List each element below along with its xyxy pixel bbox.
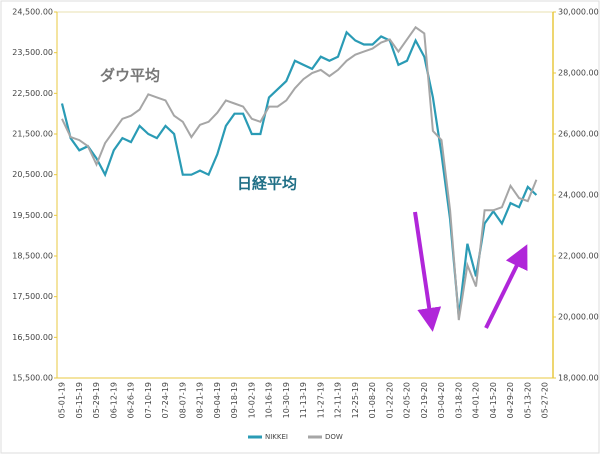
x-tick-label: 04-01-20	[472, 382, 481, 418]
y-tick-label: 23,500.00	[12, 48, 53, 57]
x-tick-label: 09-18-19	[230, 382, 239, 418]
x-tick-label: 02-19-20	[420, 382, 429, 418]
y2-tick-label: 26,000.00	[558, 130, 599, 139]
annotation: ダウ平均	[100, 67, 160, 85]
y-tick-label: 17,500.00	[12, 292, 53, 301]
x-tick-label: 03-18-20	[454, 382, 463, 418]
y-tick-label: 18,500.00	[12, 252, 53, 261]
x-tick-label: 11-27-19	[316, 382, 325, 418]
arrow	[484, 244, 528, 329]
x-tick-label: 01-08-20	[368, 382, 377, 418]
x-tick-label: 09-04-19	[213, 382, 222, 418]
arrow	[413, 211, 442, 332]
x-tick-label: 07-24-19	[161, 382, 170, 418]
x-tick-label: 04-15-20	[489, 382, 498, 418]
y-tick-label: 21,500.00	[12, 130, 53, 139]
y-tick-label: 20,500.00	[12, 170, 53, 179]
x-tick-label: 08-21-19	[196, 382, 205, 418]
x-tick-label: 01-22-20	[385, 382, 394, 418]
y-tick-label: 22,500.00	[12, 89, 53, 98]
x-tick-label: 02-05-20	[403, 382, 412, 418]
y-tick-label: 15,500.00	[12, 374, 53, 383]
x-tick-label: 06-26-19	[127, 382, 136, 418]
y2-tick-label: 30,000.00	[558, 8, 599, 17]
series-line	[61, 25, 538, 321]
x-tick-label: 06-12-19	[109, 382, 118, 418]
x-tick-label: 04-29-20	[506, 382, 515, 418]
x-tick-label: 10-30-19	[282, 382, 291, 418]
y2-tick-label: 20,000.00	[558, 313, 599, 322]
x-tick-label: 10-16-19	[265, 382, 274, 418]
x-tick-label: 07-10-19	[144, 382, 153, 418]
y-tick-label: 16,500.00	[12, 333, 53, 342]
y2-tick-label: 24,000.00	[558, 191, 599, 200]
y2-tick-label: 28,000.00	[558, 69, 599, 78]
y-tick-label: 19,500.00	[12, 211, 53, 220]
legend-label: DOW	[325, 433, 343, 441]
x-tick-label: 11-13-19	[299, 382, 308, 418]
x-tick-label: 12-11-19	[334, 382, 343, 418]
annotation: 日経平均	[237, 175, 297, 193]
x-tick-label: 05-15-19	[75, 382, 84, 418]
y2-tick-label: 22,000.00	[558, 252, 599, 261]
x-tick-label: 05-01-19	[58, 382, 67, 418]
y2-tick-label: 18,000.00	[558, 374, 599, 383]
plot-area	[56, 11, 554, 379]
x-tick-label: 10-02-19	[247, 382, 256, 418]
legend-label: NIKKEI	[265, 433, 288, 441]
x-tick-label: 05-27-20	[541, 382, 550, 418]
x-tick-label: 08-07-19	[178, 382, 187, 418]
x-tick-label: 12-25-19	[351, 382, 360, 418]
x-tick-label: 05-29-19	[92, 382, 101, 418]
x-tick-label: 05-13-20	[523, 382, 532, 418]
y-tick-label: 24,500.00	[12, 8, 53, 17]
x-tick-label: 03-04-20	[437, 382, 446, 418]
